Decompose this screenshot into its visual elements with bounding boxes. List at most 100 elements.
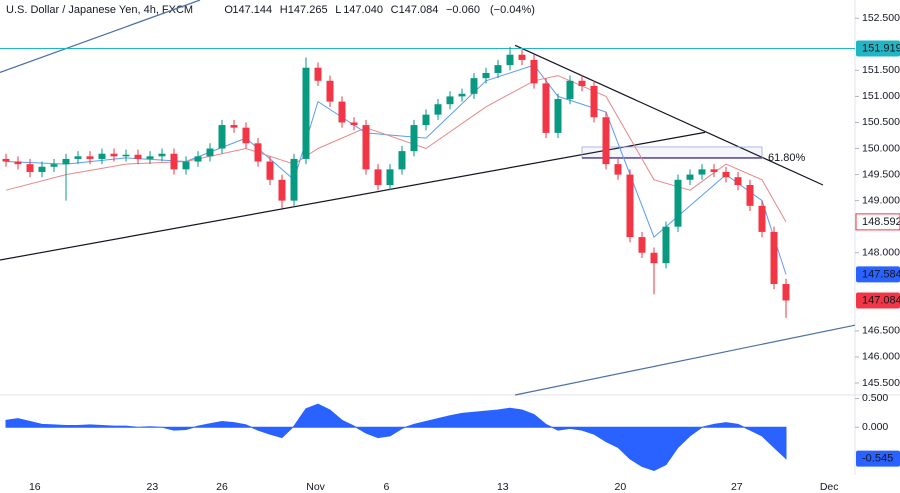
candle-body	[458, 93, 466, 97]
y-tick-label: 150.500	[862, 116, 900, 128]
y-tick-label: 146.000	[862, 351, 900, 363]
candle-body	[554, 99, 562, 133]
candle-body	[218, 125, 226, 149]
osc-tick-label: 0.000	[862, 421, 888, 433]
candle-body	[182, 161, 190, 170]
quote-name: H	[280, 4, 288, 16]
candle-body	[338, 101, 346, 123]
candle-body	[362, 125, 370, 170]
candle-body	[422, 114, 430, 126]
candle-body	[782, 284, 790, 301]
trend-line	[514, 44, 824, 186]
y-tick-label: 151.500	[862, 64, 900, 76]
candle-body	[674, 179, 682, 227]
candle-body	[98, 153, 106, 159]
change-pct: (−0.04%)	[490, 4, 535, 16]
fib-label: 61.80%	[768, 152, 806, 164]
osc-last-label: -0.545	[862, 453, 893, 465]
candle-body	[2, 158, 10, 162]
last-price-label: 147.084	[862, 294, 900, 306]
candle-body	[314, 67, 322, 81]
candle-body	[578, 80, 586, 86]
candle-body	[146, 156, 154, 159]
slow-ma-label-bg	[856, 213, 900, 230]
candle-body	[662, 226, 670, 264]
y-tick-label: 148.000	[862, 247, 900, 259]
y-tick-label: 150.000	[862, 142, 900, 154]
quote-name: C	[391, 4, 399, 16]
candle-body	[734, 177, 742, 185]
candle-body	[710, 169, 718, 172]
candle-body	[614, 164, 622, 175]
y-tick-label: 151.000	[862, 90, 900, 102]
candle-body	[758, 205, 766, 232]
y-tick-label: 149.000	[862, 194, 900, 206]
candle-body	[386, 169, 394, 185]
candle-body	[14, 161, 22, 165]
candle-body	[530, 59, 538, 84]
candle-body	[698, 169, 706, 175]
slow-ma-label-border	[855, 213, 900, 231]
trend-line	[514, 324, 856, 396]
candle-body	[398, 151, 406, 170]
x-tick-label: Nov	[306, 481, 325, 493]
y-tick-label: 149.500	[862, 168, 900, 180]
x-tick-label: 27	[731, 481, 743, 493]
candle-body	[134, 154, 142, 159]
candle-body	[590, 85, 598, 118]
candle-body	[482, 72, 490, 79]
candle-body	[638, 237, 646, 253]
candle-body	[74, 156, 82, 159]
candle-body	[650, 252, 658, 264]
x-tick-label: 16	[29, 481, 41, 493]
candle-body	[206, 148, 214, 157]
oscillator-area	[5, 403, 787, 471]
candle-body	[26, 164, 34, 172]
candle-body	[242, 127, 250, 144]
y-tick-label: 145.500	[862, 377, 900, 389]
candle-body	[374, 169, 382, 185]
osc-tick-label: 0.500	[862, 392, 888, 404]
x-tick-label: 23	[147, 481, 159, 493]
candle-body	[122, 154, 130, 157]
quote-name: O	[224, 4, 233, 16]
fast-ma-label-bg	[856, 266, 900, 283]
hline-label-bg	[856, 40, 900, 57]
candle-body	[254, 143, 262, 162]
x-tick-label: 13	[497, 481, 509, 493]
candle-body	[626, 174, 634, 238]
candle-body	[602, 117, 610, 165]
candle-body	[566, 80, 574, 100]
osc-last-label-bg	[856, 450, 900, 467]
change: −0.060	[446, 4, 480, 16]
candle-body	[542, 83, 550, 133]
candle-body	[470, 78, 478, 94]
candle-body	[194, 156, 202, 162]
x-tick-label: Dec	[820, 481, 839, 493]
x-tick-label: 6	[383, 481, 389, 493]
quote-value: 147.040	[343, 4, 383, 16]
candle-body	[410, 125, 418, 152]
candle-body	[722, 171, 730, 178]
candle-body	[170, 153, 178, 170]
trend-line	[0, 131, 706, 261]
candle-body	[770, 231, 778, 285]
candle-body	[506, 54, 514, 66]
y-tick-label: 152.500	[862, 12, 900, 24]
candle-body	[110, 153, 118, 157]
quote-value: 147.265	[288, 4, 328, 16]
symbol: U.S. Dollar / Japanese Yen, 4h, FXCM	[6, 4, 193, 16]
candle-body	[230, 125, 238, 128]
candle-body	[494, 65, 502, 73]
trend-line	[0, 0, 201, 73]
candle-body	[518, 54, 526, 60]
quote-value: 147.144	[232, 4, 272, 16]
candle-body	[326, 80, 334, 102]
candle-body	[278, 179, 286, 201]
fast-ma-label: 147.584	[862, 268, 900, 280]
x-tick-label: 20	[615, 481, 627, 493]
candle-body	[350, 122, 358, 126]
candle-body	[446, 96, 454, 105]
candle-body	[86, 156, 94, 159]
candle-body	[302, 67, 310, 159]
